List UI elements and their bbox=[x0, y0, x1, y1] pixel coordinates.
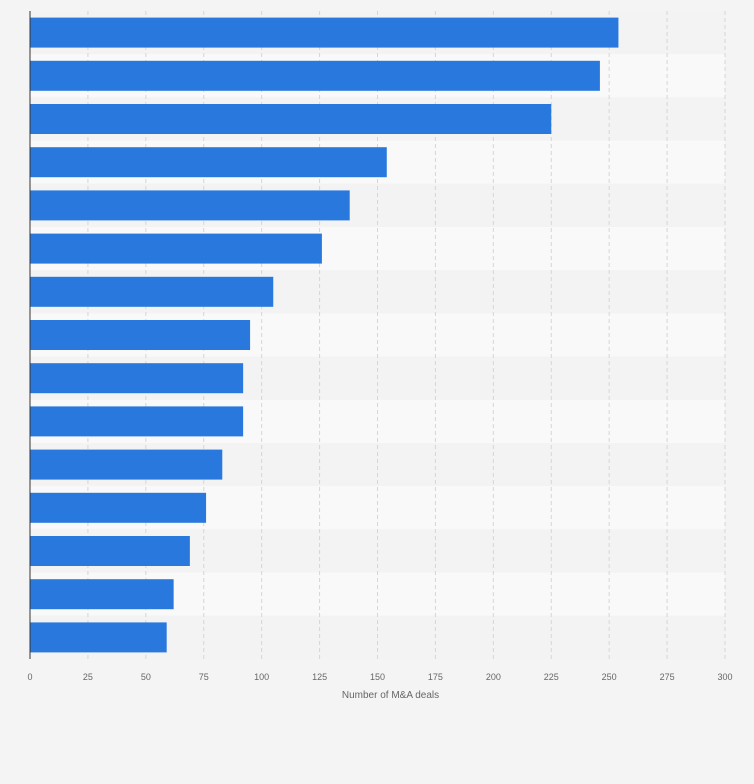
x-tick-label: 125 bbox=[312, 672, 327, 682]
bar[interactable] bbox=[30, 579, 174, 610]
bar[interactable] bbox=[30, 320, 251, 350]
x-tick-label: 75 bbox=[199, 672, 209, 682]
x-tick-label: 50 bbox=[141, 672, 151, 682]
x-tick-label: 300 bbox=[717, 672, 732, 682]
bar[interactable] bbox=[30, 276, 274, 307]
bar[interactable] bbox=[30, 17, 619, 48]
x-axis-ticks: 0 25 50 75 100 125 150 175 200 225 250 275 300 bbox=[27, 672, 732, 682]
bar[interactable] bbox=[30, 363, 244, 394]
x-tick-label: 275 bbox=[660, 672, 675, 682]
bar[interactable] bbox=[30, 622, 167, 653]
bar[interactable] bbox=[30, 233, 322, 264]
x-tick-label: 150 bbox=[370, 672, 385, 682]
x-tick-label: 225 bbox=[544, 672, 559, 682]
bar[interactable] bbox=[30, 449, 223, 480]
bar[interactable] bbox=[30, 406, 244, 437]
bar[interactable] bbox=[30, 60, 600, 91]
x-tick-label: 250 bbox=[602, 672, 617, 682]
x-tick-label: 200 bbox=[486, 672, 501, 682]
bar[interactable] bbox=[30, 536, 190, 566]
bars bbox=[30, 17, 619, 653]
x-tick-label: 175 bbox=[428, 672, 443, 682]
bar[interactable] bbox=[30, 190, 350, 221]
x-tick-label: 0 bbox=[27, 672, 32, 682]
x-tick-label: 25 bbox=[83, 672, 93, 682]
x-axis-title: Number of M&A deals bbox=[342, 690, 439, 701]
bar[interactable] bbox=[30, 492, 207, 523]
x-tick-label: 100 bbox=[254, 672, 269, 682]
bar[interactable] bbox=[30, 147, 387, 178]
bar[interactable] bbox=[30, 104, 552, 134]
